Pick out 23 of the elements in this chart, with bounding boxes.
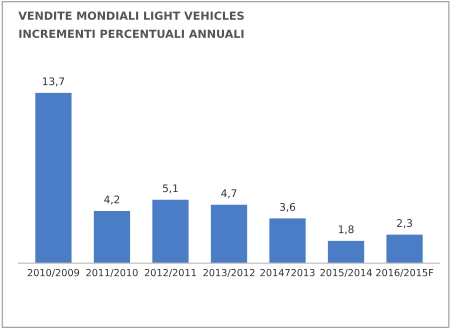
bar	[152, 200, 189, 264]
data-label: 2,3	[397, 219, 412, 228]
bar	[210, 204, 248, 264]
data-label: 4,7	[221, 189, 236, 198]
x-tick-label: 2012/2011	[144, 268, 196, 278]
data-label: 13,7	[42, 77, 64, 86]
x-tick-label: 2010/2009	[28, 268, 80, 278]
data-label: 1,8	[338, 225, 354, 234]
x-tick-label: 2013/2012	[203, 268, 254, 278]
bar	[269, 218, 306, 264]
chart-subtitle: INCREMENTI PERCENTUALI ANNUALI	[19, 30, 244, 38]
x-tick-label: 2015/2014	[320, 268, 372, 278]
bar	[386, 234, 423, 264]
x-tick-label: 2016/2015F	[376, 268, 434, 278]
chart-title: VENDITE MONDIALI LIGHT VEHICLES	[18, 11, 244, 20]
x-tick-label: 2011/2010	[86, 268, 138, 278]
x-tick-label: 201472013	[260, 268, 315, 276]
data-label: 5,1	[163, 184, 178, 194]
data-label: 4,2	[104, 196, 120, 204]
bar	[328, 240, 364, 264]
data-label: 3,6	[280, 202, 296, 212]
bar	[94, 210, 130, 264]
bar	[35, 92, 72, 264]
